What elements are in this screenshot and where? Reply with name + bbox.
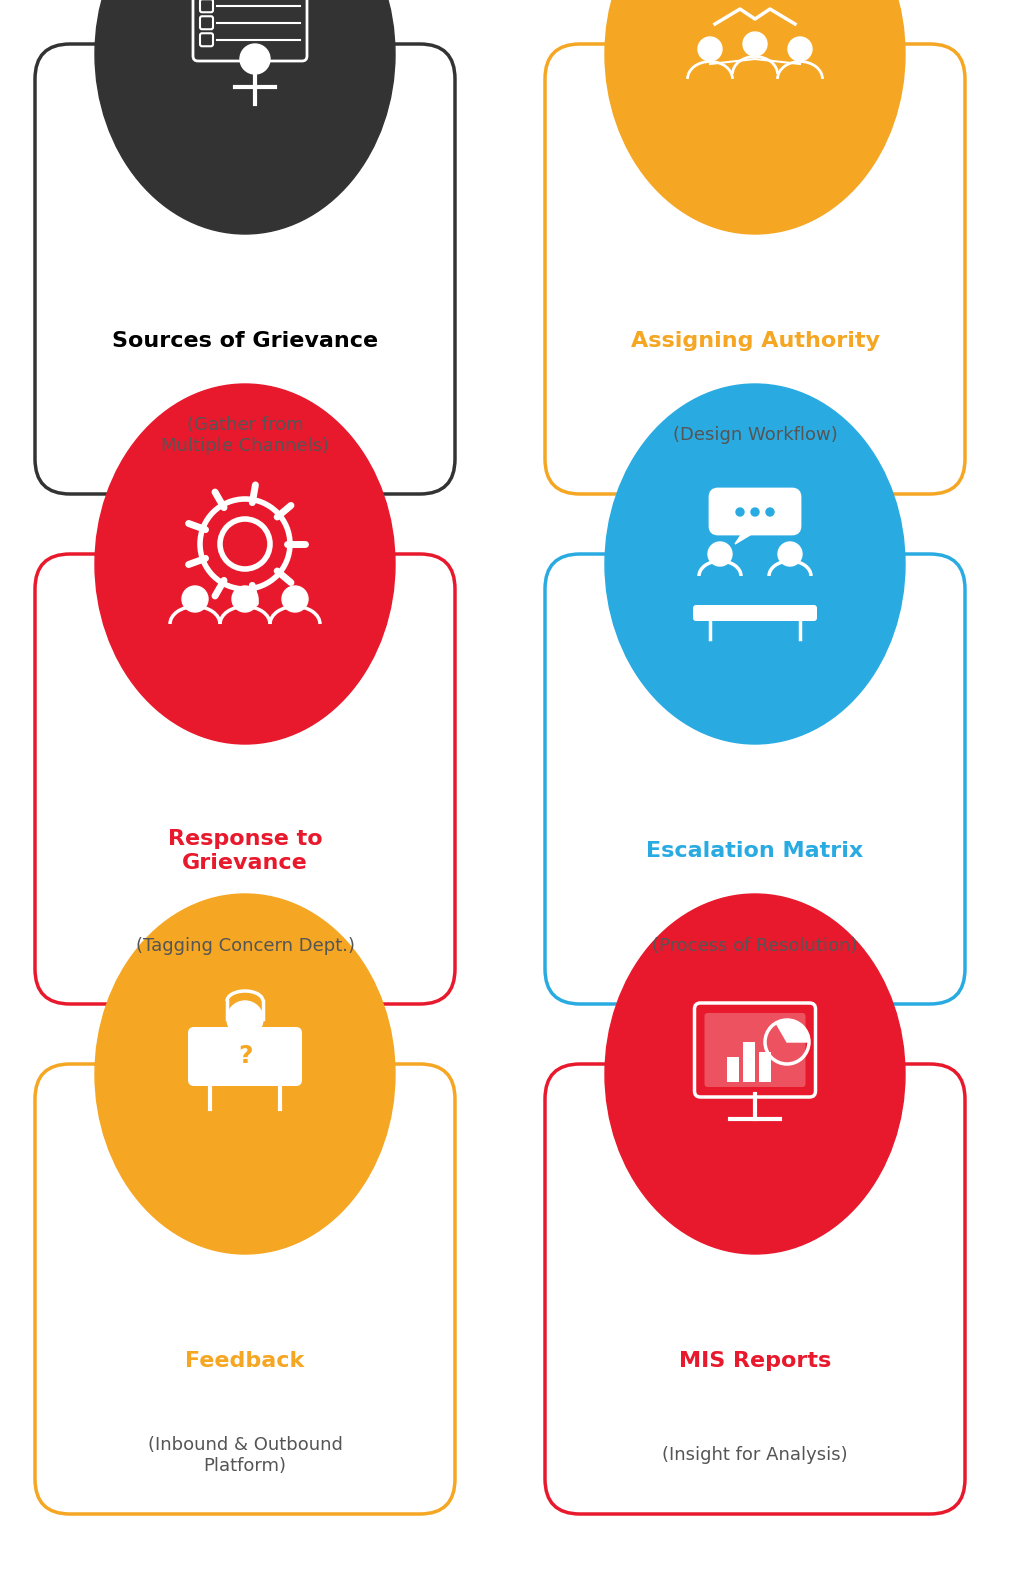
FancyBboxPatch shape [545,44,965,494]
FancyBboxPatch shape [545,554,965,1004]
Circle shape [751,508,758,516]
FancyBboxPatch shape [35,554,455,1004]
Ellipse shape [605,0,905,235]
Circle shape [698,38,722,61]
Text: (Design Workflow): (Design Workflow) [672,427,837,444]
FancyBboxPatch shape [704,1014,806,1088]
Text: Escalation Matrix: Escalation Matrix [647,841,864,861]
Circle shape [736,508,744,516]
Text: (Inbound & Outbound
Platform): (Inbound & Outbound Platform) [148,1435,342,1475]
Text: Assigning Authority: Assigning Authority [630,331,879,351]
FancyBboxPatch shape [35,44,455,494]
Circle shape [778,541,802,567]
Circle shape [282,586,307,612]
FancyBboxPatch shape [693,604,817,622]
Ellipse shape [95,0,395,235]
FancyBboxPatch shape [188,1026,302,1086]
Circle shape [743,31,767,57]
Ellipse shape [605,384,905,745]
FancyBboxPatch shape [727,1058,739,1081]
Polygon shape [735,529,760,545]
Text: (Tagging Concern Dept.): (Tagging Concern Dept.) [135,937,355,954]
Circle shape [227,1001,263,1037]
Ellipse shape [95,384,395,745]
Text: (Process of Resolution): (Process of Resolution) [652,937,858,954]
Ellipse shape [95,894,395,1254]
Circle shape [240,44,270,74]
Circle shape [708,541,732,567]
Circle shape [766,508,774,516]
FancyBboxPatch shape [758,1051,771,1081]
Text: (Gather from
Multiple Channels): (Gather from Multiple Channels) [161,416,329,455]
Circle shape [232,586,258,612]
FancyBboxPatch shape [545,1064,965,1514]
Text: Sources of Grievance: Sources of Grievance [112,331,378,351]
Text: (Insight for Analysis): (Insight for Analysis) [662,1447,848,1464]
FancyBboxPatch shape [743,1042,755,1081]
Text: Feedback: Feedback [186,1350,304,1371]
Ellipse shape [605,894,905,1254]
Circle shape [788,38,812,61]
Text: MIS Reports: MIS Reports [679,1350,831,1371]
Circle shape [182,586,208,612]
Text: Response to
Grievance: Response to Grievance [168,829,322,872]
Text: ?: ? [238,1044,252,1069]
Wedge shape [776,1020,809,1042]
FancyBboxPatch shape [35,1064,455,1514]
FancyBboxPatch shape [710,490,800,534]
